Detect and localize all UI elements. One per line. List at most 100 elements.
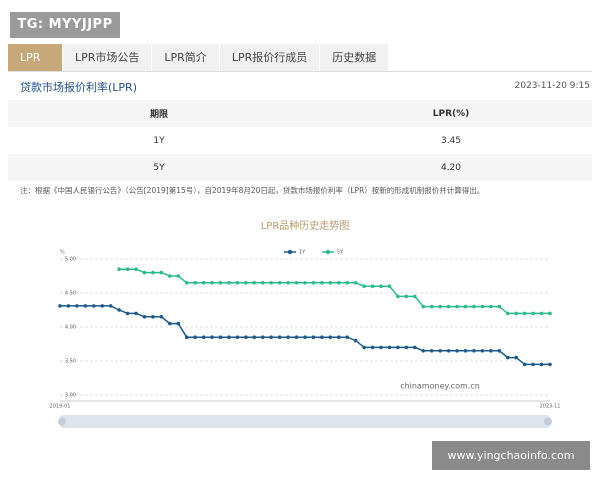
slider-handle[interactable] [544, 417, 552, 426]
data-point [387, 284, 392, 289]
data-point [58, 304, 62, 308]
data-point [244, 281, 248, 285]
data-point [269, 335, 274, 340]
y-tick-label: 3.50 [65, 359, 76, 365]
data-point [531, 362, 535, 367]
tab[interactable]: LPR报价行成员 [219, 44, 320, 71]
section-title: 贷款市场报价利率(LPR) [20, 81, 137, 94]
y-tick-label: 4.50 [65, 291, 76, 297]
chart-title: LPR品种历史走势图 [261, 219, 350, 232]
data-point [294, 335, 299, 340]
column-header: LPR(%) [310, 100, 592, 127]
data-point [168, 321, 172, 326]
divider [8, 71, 592, 72]
tab[interactable]: LPR [8, 44, 62, 71]
data-point [345, 335, 350, 340]
data-point [201, 281, 206, 285]
data-point [472, 349, 476, 353]
data-point [210, 335, 214, 340]
tab-bar: LPR LPR市场公告 LPR简介 LPR报价行成员 历史数据 [8, 44, 389, 71]
slider-handle[interactable] [58, 417, 66, 426]
tab[interactable]: LPR市场公告 [63, 44, 152, 71]
data-point [548, 362, 552, 367]
data-point [505, 311, 510, 316]
data-point [336, 335, 341, 340]
footer-watermark: www.yingchaoinfo.com [432, 441, 590, 470]
data-point [514, 311, 519, 316]
data-point [303, 281, 307, 285]
data-point [227, 335, 231, 340]
data-point [421, 304, 426, 309]
data-point [446, 349, 451, 353]
data-point [497, 349, 502, 353]
data-point [497, 304, 502, 309]
data-point [379, 284, 383, 289]
data-point [489, 304, 493, 309]
data-point [277, 281, 282, 285]
data-point [193, 335, 197, 340]
data-point [235, 335, 240, 340]
data-point [480, 349, 485, 353]
data-point [328, 281, 333, 285]
data-point [472, 304, 476, 309]
data-point [193, 281, 197, 285]
data-point [108, 304, 113, 308]
data-point [463, 304, 468, 309]
data-point [235, 281, 240, 285]
data-point [218, 335, 223, 340]
data-point [176, 274, 181, 278]
data-point [353, 281, 358, 285]
data-point [404, 345, 409, 350]
data-point [446, 304, 451, 309]
data-point [531, 311, 535, 316]
rate-table: 期限 LPR(%) 1Y 3.45 5Y 4.20 [8, 100, 592, 181]
data-point [125, 267, 130, 272]
data-point [286, 281, 290, 285]
data-point [142, 270, 147, 275]
data-point [421, 349, 426, 353]
data-point [91, 304, 96, 308]
cell: 3.45 [440, 135, 462, 146]
data-point [66, 304, 71, 308]
data-point [345, 281, 350, 285]
series-line [119, 268, 550, 315]
data-point [269, 281, 274, 285]
data-point [336, 281, 341, 285]
data-point [522, 362, 527, 367]
data-point [184, 281, 189, 285]
data-point [260, 281, 265, 285]
tab[interactable]: 历史数据 [320, 44, 389, 71]
legend-label: 1Y [299, 250, 306, 256]
data-point [463, 349, 468, 353]
data-point [514, 355, 519, 360]
data-point [311, 335, 316, 340]
data-point [83, 304, 88, 308]
data-point [159, 315, 164, 319]
data-point [151, 270, 155, 275]
data-point [353, 338, 358, 343]
chart-watermark: chinamoney.com.cn [400, 382, 480, 391]
note: 注：根据《中国人民银行公告》（公告[2019]第15号），自2019年8月20日… [20, 186, 485, 195]
cell: 5Y [8, 154, 310, 181]
data-point [320, 281, 324, 285]
data-point [75, 304, 79, 308]
data-point [117, 308, 121, 312]
column-header: 期限 [8, 100, 310, 127]
data-point [227, 281, 231, 285]
data-point [404, 294, 409, 299]
data-point [505, 355, 510, 360]
y-tick-label: 3.00 [65, 393, 76, 399]
x-tick-label: 2023-11 [540, 404, 561, 410]
data-point [201, 335, 206, 340]
y-unit: % [60, 250, 65, 256]
zoom-slider[interactable] [60, 415, 550, 428]
data-point [134, 267, 138, 272]
data-point [438, 304, 442, 309]
data-point [429, 304, 434, 309]
data-point [539, 311, 544, 316]
cell: 4.20 [310, 154, 592, 181]
tab[interactable]: LPR简介 [152, 44, 219, 71]
